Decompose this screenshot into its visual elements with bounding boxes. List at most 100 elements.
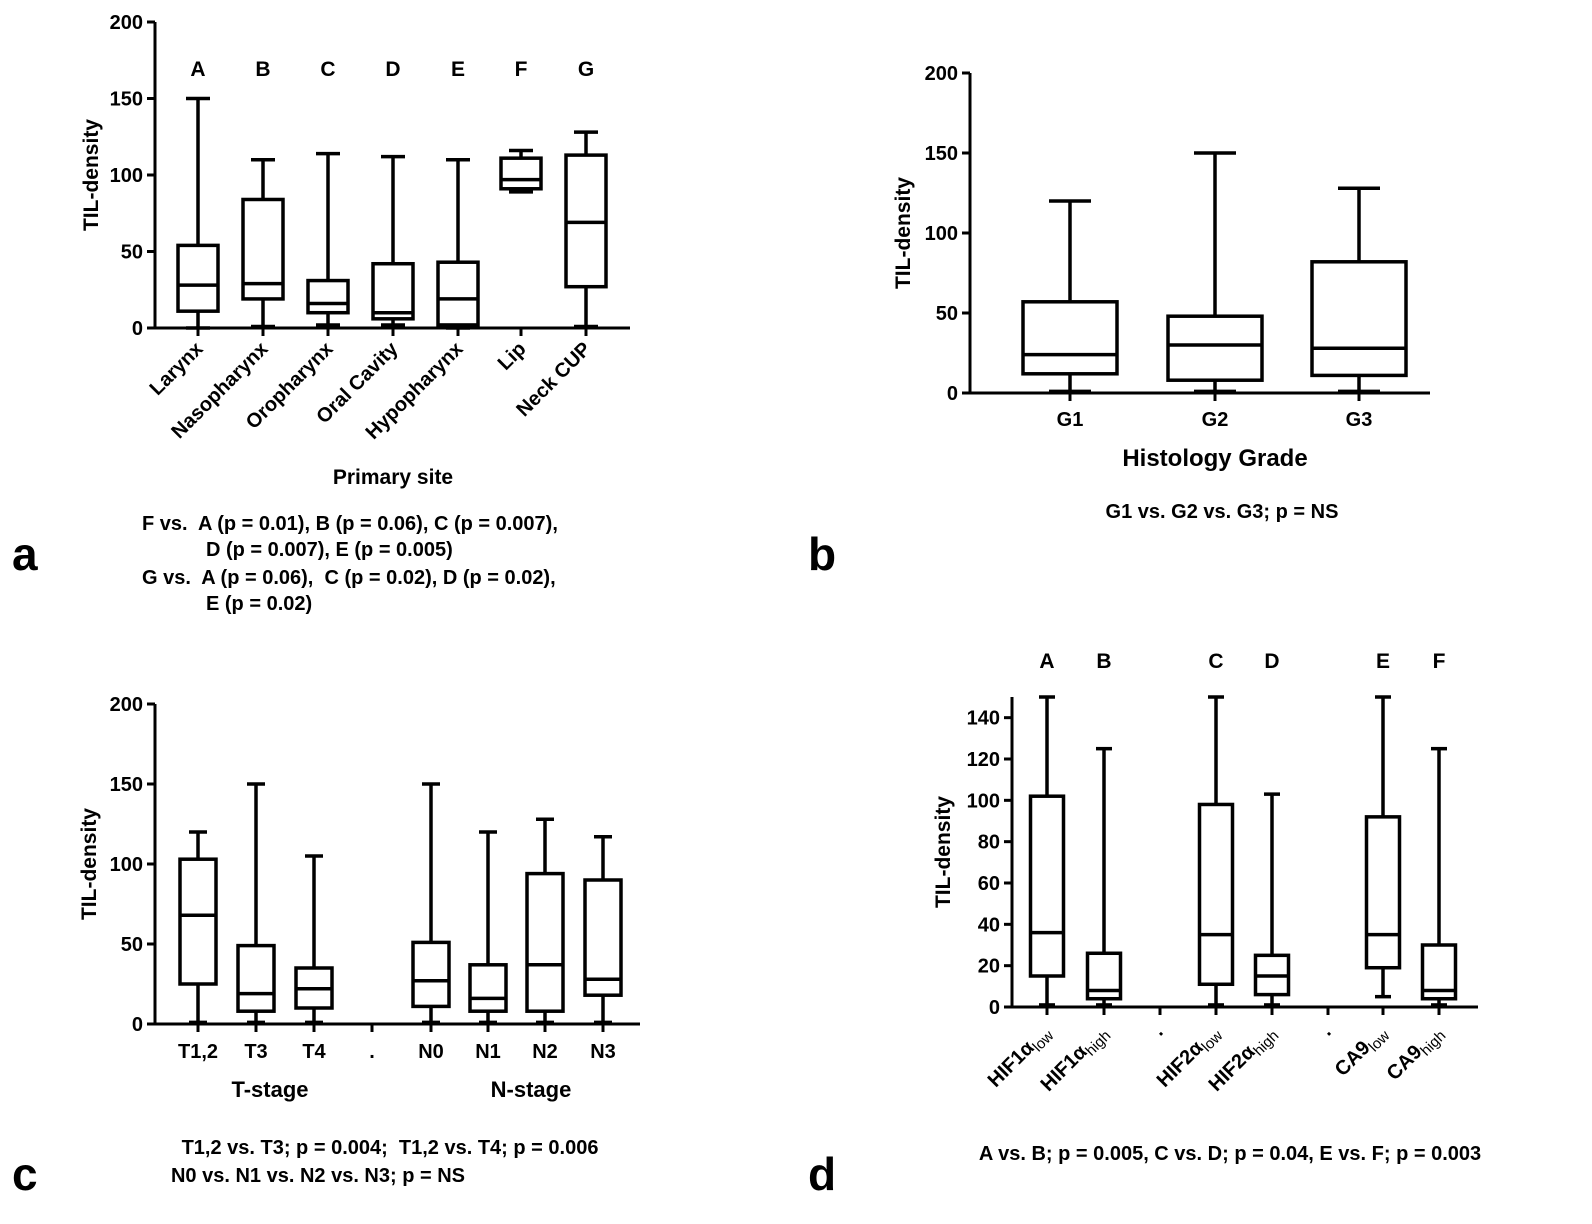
y-tick-label: 0 — [132, 1014, 143, 1036]
box-plot-c-7 — [583, 835, 623, 1025]
y-tick-label: 100 — [110, 854, 143, 876]
group-letter: G — [578, 58, 594, 81]
x-tick-label: . — [1148, 1021, 1167, 1040]
y-tick-label: 50 — [936, 303, 958, 325]
group-letter: F — [515, 58, 528, 81]
panel-c-chart: 0 50 100 150 200 TIL-density T1,2 T3 T4. N0 N1 N2 N3… — [78, 694, 640, 1102]
x-tick-label: N1 — [475, 1041, 501, 1063]
box-plot-b-0 — [1021, 199, 1119, 394]
box-plot-c-5 — [468, 830, 508, 1025]
x-tick-label: Lip — [494, 338, 531, 375]
iqr-box — [1028, 794, 1066, 978]
significance-note: G1 vs. G2 vs. G3; p = NS — [1106, 501, 1339, 523]
y-tick-label: 100 — [967, 790, 1000, 812]
y-tick-label: 200 — [110, 694, 143, 716]
y-axis-label: TIL-density — [892, 177, 915, 289]
x-tick-label: N3 — [590, 1041, 616, 1063]
group-letter: C — [320, 58, 335, 81]
x-tick-label: . — [1316, 1021, 1335, 1040]
box-plot-a-6 — [564, 130, 608, 329]
iqr-box — [371, 261, 415, 321]
box-plot-d-4 — [1253, 792, 1291, 1007]
iqr-box — [176, 243, 220, 313]
significance-note: E (p = 0.02) — [206, 593, 312, 615]
panel-a-chart: 050100150200TIL-densityLarynxANasopharyn… — [80, 12, 630, 489]
group-letter: E — [1376, 650, 1390, 673]
y-tick-label: 60 — [978, 873, 1000, 895]
y-tick-label: 150 — [925, 143, 958, 165]
iqr-box — [499, 156, 543, 191]
group-label: N-stage — [491, 1077, 572, 1102]
panel-c-annotations: c T1,2 vs. T3; p = 0.004; T1,2 vs. T4; p … — [12, 1137, 598, 1200]
x-axis-label: Histology Grade — [1122, 445, 1307, 472]
iqr-box — [411, 940, 451, 1009]
box-plot-b-2 — [1310, 186, 1408, 394]
x-tick-label: G2 — [1202, 409, 1229, 431]
group-letter: F — [1433, 650, 1446, 673]
significance-note: N0 vs. N1 vs. N2 vs. N3; p = NS — [171, 1165, 465, 1187]
y-tick-label: 40 — [978, 914, 1000, 936]
panel-b-chart: 0 50 100 150 200 TIL-density G1 G2 G3 Histology G… — [892, 63, 1430, 472]
box-plot-c-0 — [178, 830, 218, 1025]
x-tick-label: G3 — [1346, 409, 1373, 431]
group-letter: A — [190, 58, 205, 81]
group-letter: C — [1208, 650, 1223, 673]
x-tick-label: CA9high — [1383, 1021, 1450, 1088]
group-letter: D — [1264, 650, 1279, 673]
y-tick-label: 140 — [967, 708, 1000, 730]
y-tick-label: 50 — [121, 934, 143, 956]
y-tick-label: 120 — [967, 749, 1000, 771]
y-tick-label: 0 — [132, 318, 143, 340]
x-tick-label-main: . — [1316, 1021, 1335, 1040]
iqr-box — [306, 278, 350, 315]
panel-label: a — [12, 528, 38, 580]
y-axis-label: TIL-density — [932, 796, 955, 908]
y-tick-label: 200 — [110, 12, 143, 34]
y-tick-label: 150 — [110, 774, 143, 796]
box-plot-a-3 — [371, 154, 415, 327]
y-axis-label: TIL-density — [80, 119, 103, 231]
y-tick-label: 150 — [110, 89, 143, 111]
box-plot-b-1 — [1166, 151, 1264, 394]
x-tick-label: G1 — [1057, 409, 1084, 431]
y-tick-label: 50 — [121, 242, 143, 264]
box-plot-d-3 — [1197, 695, 1235, 1007]
iqr-box — [178, 857, 218, 986]
y-tick-label: 100 — [925, 223, 958, 245]
x-tick-label: CA9low — [1331, 1021, 1394, 1084]
iqr-box — [1021, 300, 1119, 376]
box-plot-d-6 — [1364, 695, 1402, 999]
x-tick-label: N2 — [532, 1041, 558, 1063]
y-tick-label: 0 — [989, 997, 1000, 1019]
y-tick-label: 0 — [947, 383, 958, 405]
box-plot-c-1 — [236, 782, 276, 1025]
box-plot-c-2 — [294, 854, 334, 1025]
y-tick-label: 100 — [110, 165, 143, 187]
box-plot-a-1 — [241, 157, 285, 329]
box-plot-c-6 — [525, 817, 565, 1025]
group-letter: A — [1039, 650, 1054, 673]
box-plot-a-2 — [306, 151, 350, 327]
group-letter: B — [1096, 650, 1111, 673]
iqr-box — [436, 260, 480, 327]
y-tick-label: 80 — [978, 832, 1000, 854]
iqr-box — [525, 871, 565, 1013]
box-plot-a-4 — [436, 157, 480, 330]
significance-note: F vs. A (p = 0.01), B (p = 0.06), C (p =… — [142, 513, 558, 535]
x-tick-label: T3 — [244, 1041, 267, 1063]
iqr-box — [583, 878, 623, 997]
significance-note: G vs. A (p = 0.06), C (p = 0.02), D (p =… — [142, 567, 556, 589]
panel-b-annotations: b G1 vs. G2 vs. G3; p = NS — [808, 501, 1338, 580]
significance-note: D (p = 0.007), E (p = 0.005) — [206, 539, 453, 561]
panel-d-annotations: d A vs. B; p = 0.005, C vs. D; p = 0.04, … — [808, 1143, 1481, 1200]
x-tick-label: T1,2 — [178, 1041, 218, 1063]
x-tick-label: . — [369, 1041, 375, 1063]
box-plot-a-0 — [176, 96, 220, 330]
box-plot-d-0 — [1028, 695, 1066, 1007]
y-tick-label: 200 — [925, 63, 958, 85]
panel-label: d — [808, 1148, 836, 1200]
box-plot-d-7 — [1420, 746, 1458, 1007]
group-letter: B — [255, 58, 270, 81]
significance-note: A vs. B; p = 0.005, C vs. D; p = 0.04, E… — [979, 1143, 1481, 1165]
